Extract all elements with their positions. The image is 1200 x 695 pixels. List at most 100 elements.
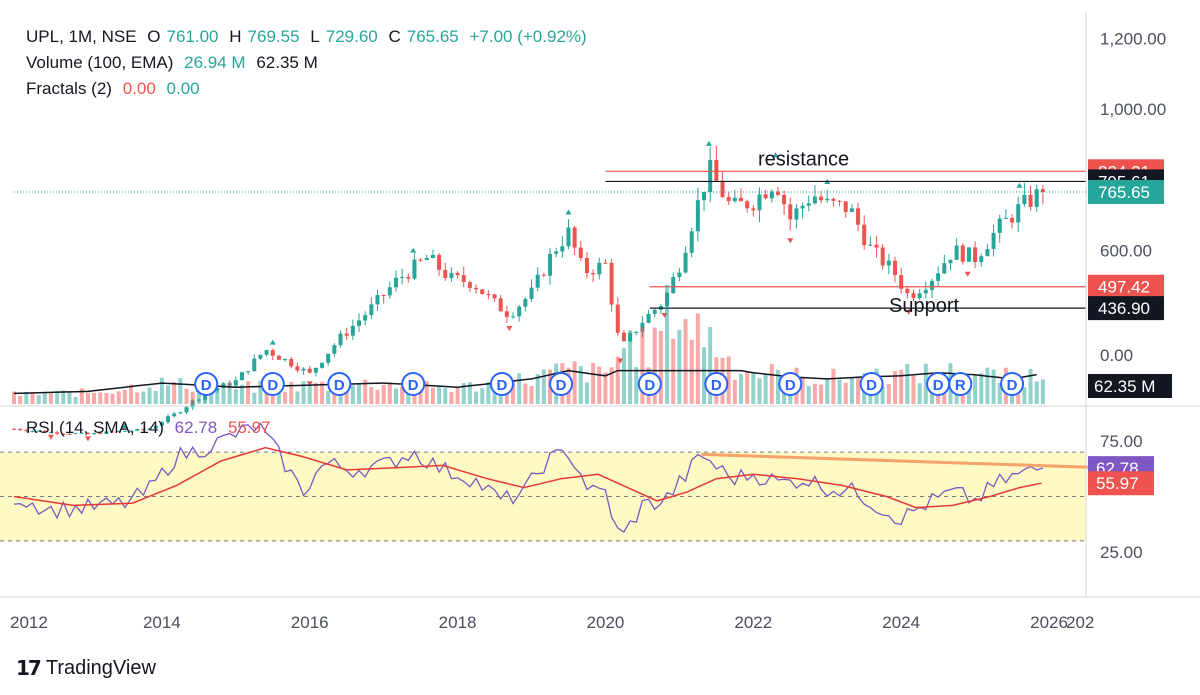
candle-body[interactable]	[615, 304, 620, 333]
volume-bar[interactable]	[658, 331, 663, 404]
volume-bar[interactable]	[474, 391, 479, 404]
candle-body[interactable]	[221, 383, 226, 388]
volume-bar[interactable]	[831, 368, 836, 404]
candle-body[interactable]	[480, 289, 485, 295]
volume-bar[interactable]	[246, 381, 251, 404]
candle-body[interactable]	[486, 294, 491, 296]
volume-bar[interactable]	[320, 381, 325, 404]
volume-bar[interactable]	[738, 374, 743, 404]
candle-body[interactable]	[708, 159, 713, 192]
volume-bar[interactable]	[264, 390, 269, 404]
volume-bar[interactable]	[449, 391, 454, 404]
volume-bar[interactable]	[67, 391, 72, 404]
volume-bar[interactable]	[48, 393, 53, 404]
candle-body[interactable]	[689, 231, 694, 253]
candle-body[interactable]	[880, 247, 885, 266]
candle-body[interactable]	[85, 432, 90, 435]
candle-body[interactable]	[159, 422, 164, 426]
candle-body[interactable]	[763, 194, 768, 199]
candle-body[interactable]	[609, 262, 614, 305]
candle-body[interactable]	[369, 304, 374, 316]
volume-bar[interactable]	[289, 381, 294, 404]
candle-body[interactable]	[862, 224, 867, 246]
volume-bar[interactable]	[923, 363, 928, 404]
volume-bar[interactable]	[665, 284, 670, 404]
candle-body[interactable]	[264, 350, 269, 355]
volume-bar[interactable]	[812, 383, 817, 404]
candle-body[interactable]	[141, 429, 146, 431]
volume-bar[interactable]	[849, 377, 854, 404]
volume-bar[interactable]	[24, 391, 29, 404]
volume-bar[interactable]	[387, 382, 392, 404]
volume-bar[interactable]	[498, 387, 503, 404]
volume-bar[interactable]	[745, 371, 750, 404]
volume-bar[interactable]	[880, 386, 885, 404]
volume-bar[interactable]	[837, 379, 842, 404]
candle-body[interactable]	[511, 316, 516, 318]
volume-bar[interactable]	[42, 393, 47, 404]
candle-body[interactable]	[554, 251, 559, 254]
candle-body[interactable]	[548, 253, 552, 276]
candle-body[interactable]	[301, 368, 306, 371]
candle-body[interactable]	[517, 306, 522, 317]
candle-body[interactable]	[640, 322, 645, 332]
candle-body[interactable]	[332, 345, 337, 354]
candle-body[interactable]	[837, 200, 842, 202]
volume-bar[interactable]	[283, 392, 288, 404]
volume-bar[interactable]	[202, 390, 207, 404]
volume-bar[interactable]	[301, 381, 306, 404]
candle-body[interactable]	[116, 430, 121, 432]
candle-body[interactable]	[695, 200, 700, 232]
candle-body[interactable]	[55, 432, 60, 434]
volume-bar[interactable]	[504, 390, 509, 404]
candle-body[interactable]	[578, 247, 583, 258]
volume-bar[interactable]	[825, 378, 830, 404]
volume-bar[interactable]	[1028, 368, 1033, 404]
dividend-marker-icon[interactable]	[859, 372, 884, 396]
volume-bar[interactable]	[973, 374, 978, 404]
volume-bar[interactable]	[541, 369, 546, 404]
candle-body[interactable]	[732, 197, 737, 202]
candle-body[interactable]	[492, 294, 497, 299]
candle-body[interactable]	[856, 208, 861, 225]
volume-bar[interactable]	[295, 391, 300, 404]
candle-body[interactable]	[917, 293, 922, 299]
candle-body[interactable]	[997, 218, 1002, 233]
volume-bar[interactable]	[252, 392, 257, 404]
candle-body[interactable]	[603, 262, 608, 264]
volume-bar[interactable]	[819, 384, 824, 404]
volume-bar[interactable]	[702, 347, 707, 404]
candle-body[interactable]	[720, 180, 725, 198]
candle-body[interactable]	[338, 333, 343, 346]
candle-body[interactable]	[812, 196, 817, 204]
volume-bar[interactable]	[215, 388, 220, 404]
candle-body[interactable]	[467, 282, 472, 288]
volume-bar[interactable]	[856, 376, 861, 404]
candle-body[interactable]	[535, 274, 540, 288]
candle-body[interactable]	[621, 332, 626, 342]
dividend-marker-icon[interactable]	[704, 372, 729, 396]
candle-body[interactable]	[1040, 189, 1045, 193]
volume-bar[interactable]	[535, 374, 540, 404]
candle-body[interactable]	[381, 294, 386, 296]
volume-bar[interactable]	[307, 386, 312, 404]
volume-bar[interactable]	[430, 387, 435, 404]
candle-body[interactable]	[393, 277, 398, 288]
candle-body[interactable]	[806, 203, 811, 206]
candle-body[interactable]	[184, 407, 189, 413]
candle-body[interactable]	[42, 430, 47, 433]
candle-body[interactable]	[923, 289, 928, 294]
candle-body[interactable]	[1028, 194, 1033, 207]
volume-bar[interactable]	[671, 338, 676, 404]
candle-body[interactable]	[646, 313, 651, 323]
volume-bar[interactable]	[683, 319, 688, 404]
volume-bar[interactable]	[455, 387, 460, 404]
candle-body[interactable]	[455, 272, 460, 276]
candle-body[interactable]	[936, 273, 941, 281]
candle-body[interactable]	[942, 263, 947, 274]
candle-body[interactable]	[788, 204, 793, 220]
candle-body[interactable]	[387, 287, 392, 296]
volume-bar[interactable]	[917, 383, 922, 404]
candle-body[interactable]	[443, 269, 448, 279]
candle-body[interactable]	[831, 198, 836, 201]
